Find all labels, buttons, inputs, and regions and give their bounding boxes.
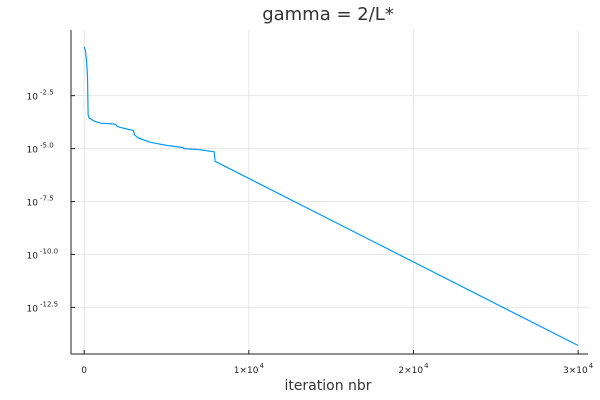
grid-layer xyxy=(71,30,588,354)
y-tick-base: 10 xyxy=(27,304,39,314)
x-tick-exponent: 4 xyxy=(259,362,264,370)
x-tick-label: 2×104 xyxy=(398,362,429,376)
series-line xyxy=(83,46,579,347)
y-tick-exponent: -10.0 xyxy=(40,247,58,255)
y-tick-exponent: -7.5 xyxy=(40,195,54,203)
x-tick-label: 1×104 xyxy=(234,362,265,376)
y-tick-exponent: -5.0 xyxy=(40,142,54,150)
axes-layer xyxy=(70,30,588,355)
y-tick-exponent: -12.5 xyxy=(40,300,58,308)
y-tick-base: 10 xyxy=(27,199,39,209)
y-tick-label: 10 -12.5 xyxy=(27,300,59,314)
y-tick-base: 10 xyxy=(27,251,39,261)
y-tick-exponent: -2.5 xyxy=(40,89,54,97)
x-axis-label: iteration nbr xyxy=(284,378,371,394)
chart-title: gamma = 2/L* xyxy=(262,4,394,25)
x-tick-label: 0 xyxy=(81,366,87,376)
y-tick-base: 10 xyxy=(27,146,39,156)
x-tick-exponent: 4 xyxy=(424,362,429,370)
x-tick-label: 3×104 xyxy=(563,362,594,376)
x-tick-exponent: 4 xyxy=(589,362,594,370)
y-tick-label: 10 -10.0 xyxy=(27,247,59,261)
y-tick-label: 10 -5.0 xyxy=(27,142,54,156)
series-layer xyxy=(83,46,579,347)
y-tick-label: 10 -2.5 xyxy=(27,89,54,103)
y-tick-base: 10 xyxy=(27,93,39,103)
y-tick-label: 10 -7.5 xyxy=(27,195,54,209)
